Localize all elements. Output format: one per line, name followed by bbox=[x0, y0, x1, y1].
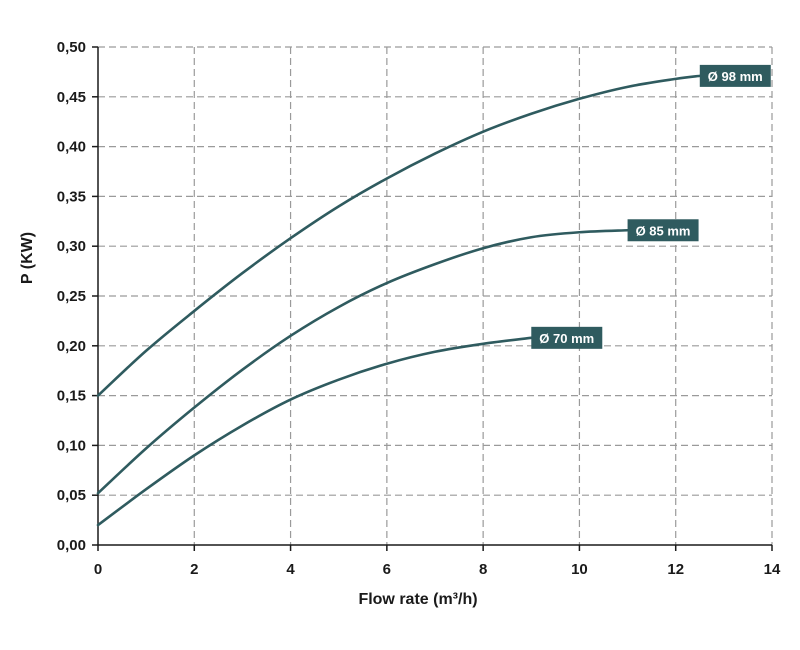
x-tick-label: 2 bbox=[190, 561, 198, 578]
y-tick-label: 0,30 bbox=[57, 238, 86, 255]
series-group bbox=[96, 74, 702, 527]
y-tick-label: 0,35 bbox=[57, 188, 86, 205]
y-tick-label: 0,10 bbox=[57, 437, 86, 454]
y-tick-label: 0,40 bbox=[57, 139, 86, 156]
y-tick-label: 0,25 bbox=[57, 288, 86, 305]
x-tick-label: 14 bbox=[764, 561, 781, 578]
y-axis-ticks: 0,00 0,05 0,10 0,15 0,20 0,25 0,30 0,35 0,40 0,45… bbox=[57, 39, 98, 554]
series-label: Ø 98 mm bbox=[699, 64, 771, 87]
x-tick-label: 4 bbox=[286, 561, 295, 578]
y-tick-label: 0,45 bbox=[57, 89, 86, 106]
y-tick-label: 0,50 bbox=[57, 39, 86, 56]
x-tick-label: 12 bbox=[667, 561, 684, 578]
series-line bbox=[96, 336, 533, 527]
series-label-text: Ø 70 mm bbox=[539, 331, 594, 346]
series-label-text: Ø 85 mm bbox=[636, 223, 691, 238]
y-tick-label: 0,15 bbox=[57, 388, 86, 405]
y-tick-label: 0,05 bbox=[57, 487, 86, 504]
series-label: Ø 85 mm bbox=[627, 219, 699, 242]
x-axis-title: Flow rate (m³/h) bbox=[358, 591, 477, 608]
x-axis-ticks: 0 2 4 6 8 10 12 14 bbox=[94, 545, 781, 578]
series-line bbox=[96, 228, 629, 495]
series-label-text: Ø 98 mm bbox=[708, 69, 763, 84]
series-line bbox=[96, 74, 702, 397]
x-tick-label: 10 bbox=[571, 561, 588, 578]
y-tick-label: 0,20 bbox=[57, 338, 86, 355]
y-axis-title: P (KW) bbox=[19, 232, 36, 284]
series-labels: Ø 98 mm Ø 85 mm Ø 70 mm bbox=[531, 64, 771, 349]
series-label-box bbox=[531, 326, 603, 349]
series-label: Ø 70 mm bbox=[531, 326, 603, 349]
x-tick-label: 8 bbox=[479, 561, 487, 578]
series-label-box bbox=[699, 64, 771, 87]
x-tick-label: 6 bbox=[383, 561, 391, 578]
series-label-box bbox=[627, 219, 699, 242]
y-tick-label: 0,00 bbox=[57, 537, 86, 554]
grid bbox=[98, 46, 773, 545]
x-tick-label: 0 bbox=[94, 561, 102, 578]
